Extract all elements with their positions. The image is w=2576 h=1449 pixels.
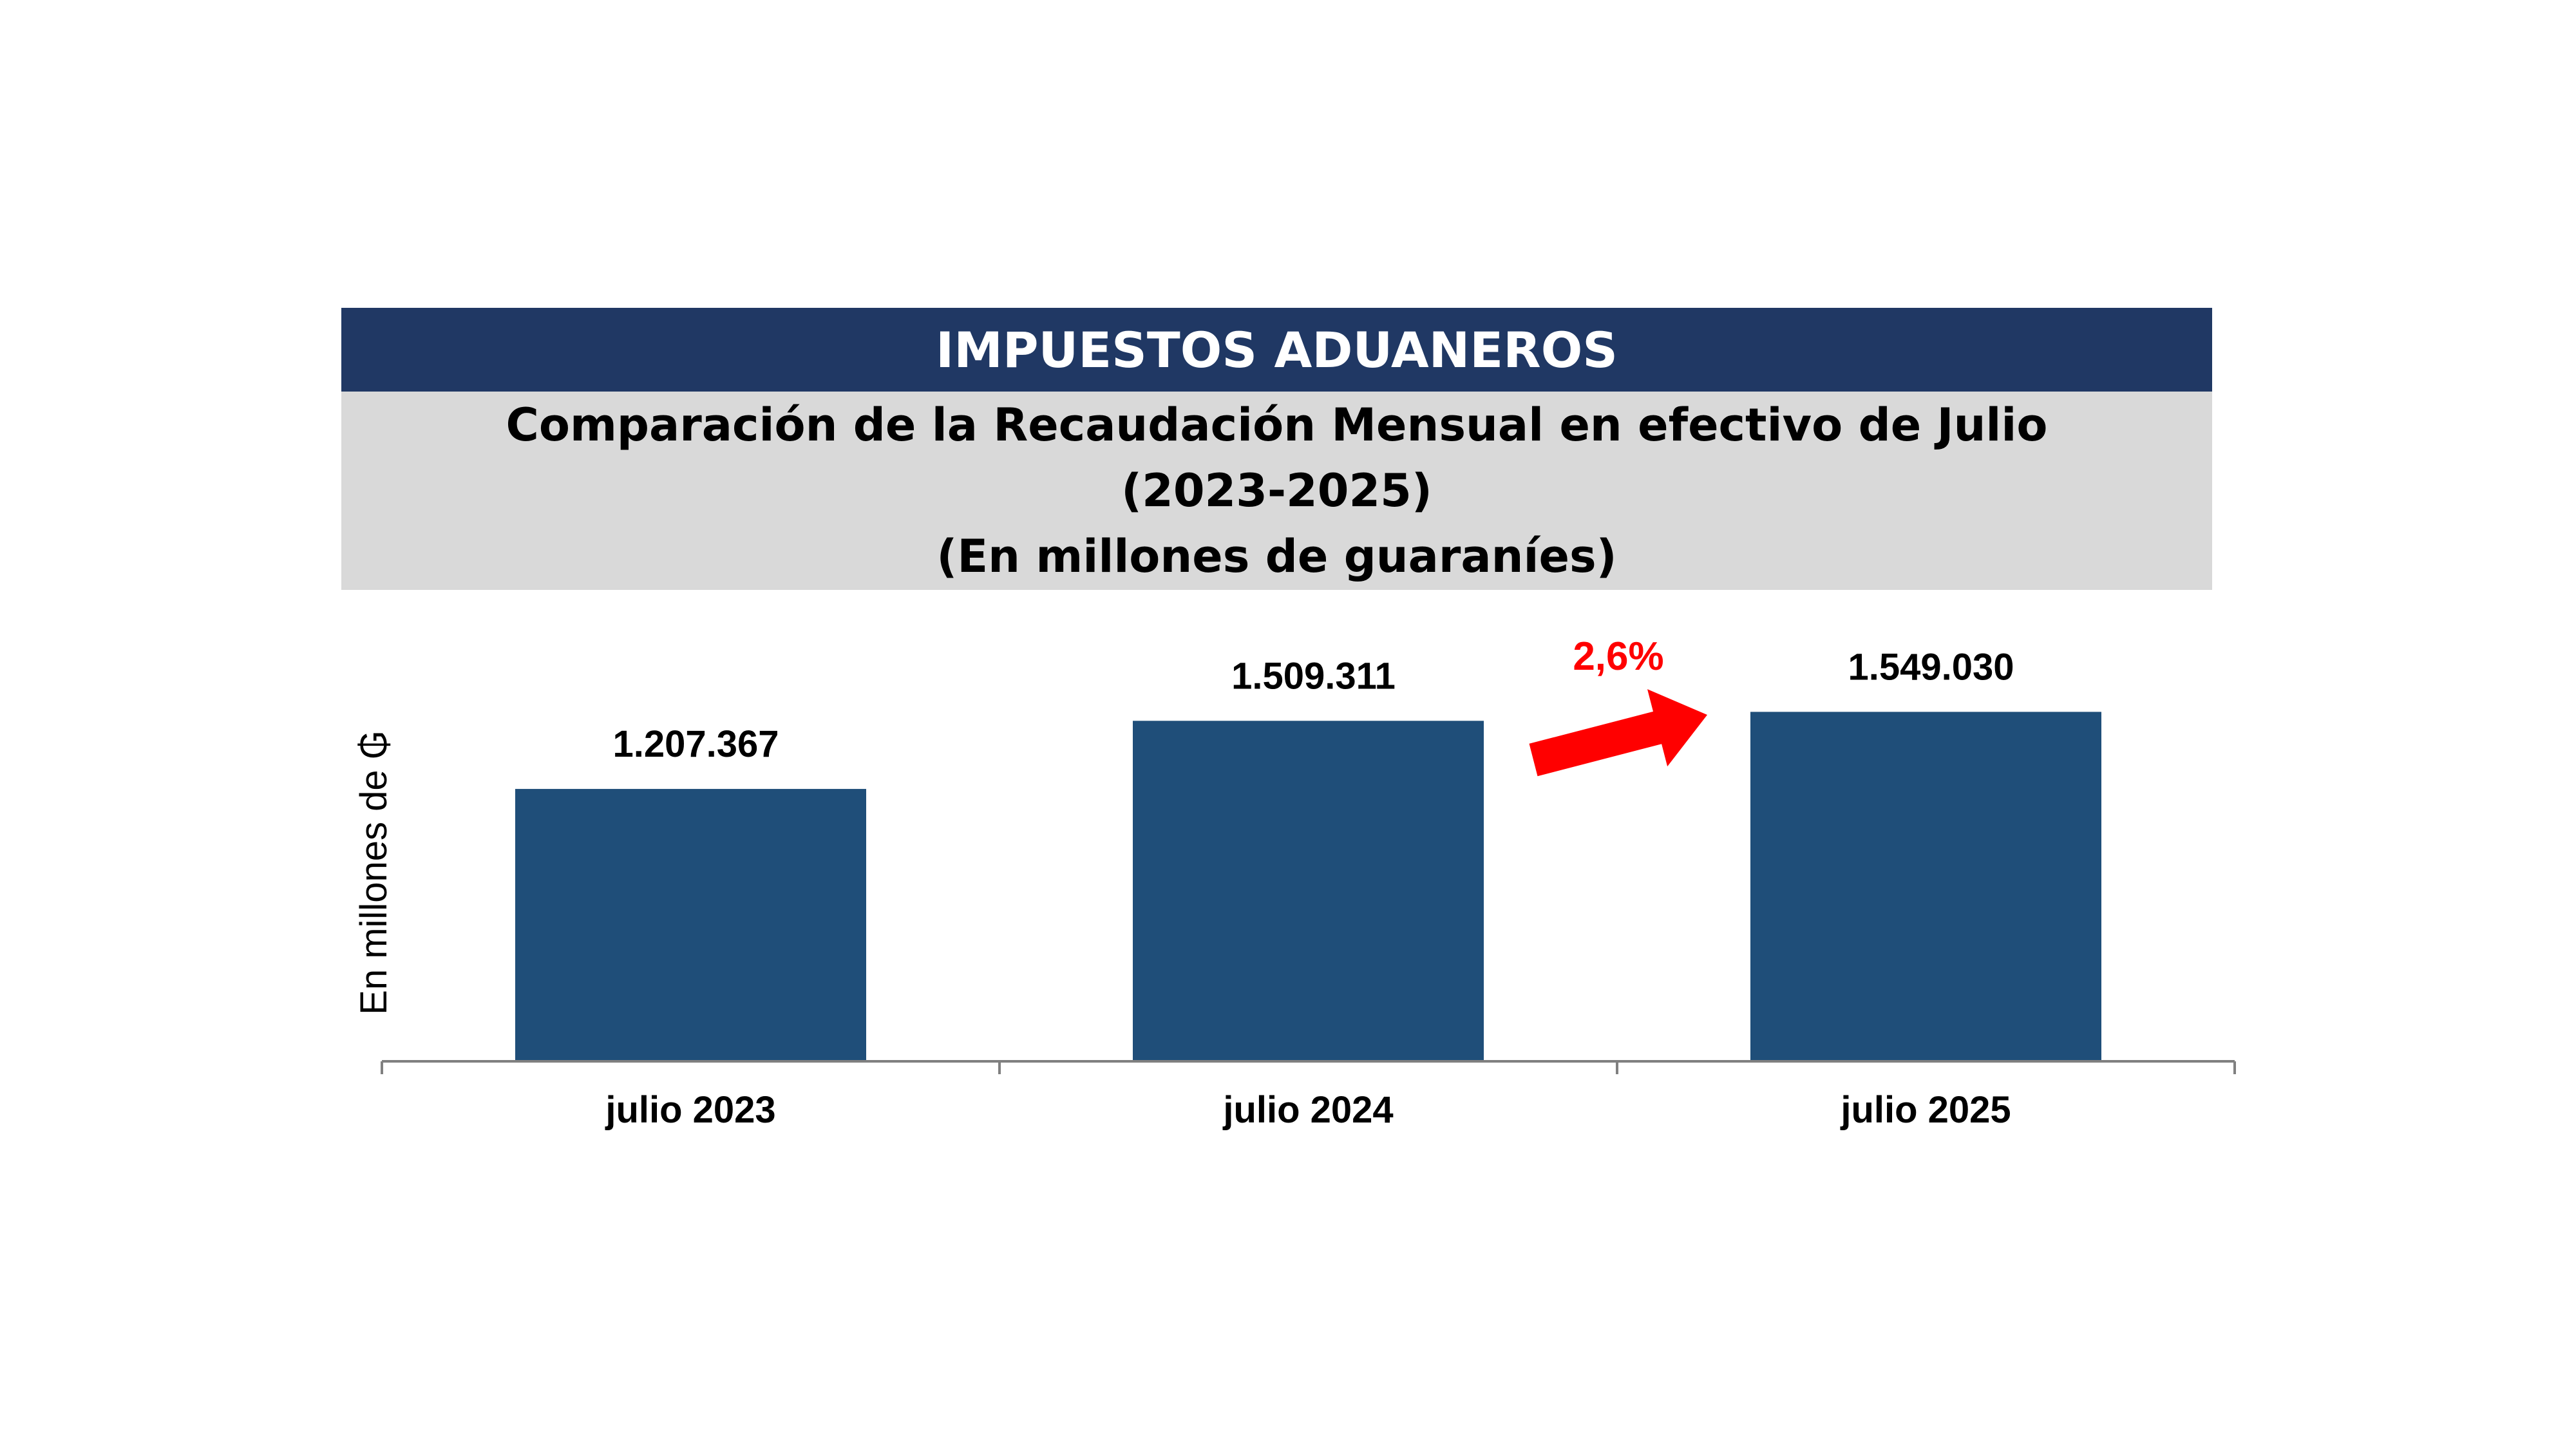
growth-annotation: 2,6% — [1573, 634, 1663, 679]
x-tick-label-2: julio 2024 — [1222, 1089, 1393, 1131]
x-tick-label-1: julio 2023 — [605, 1089, 775, 1131]
bar-2 — [1133, 721, 1484, 1061]
bar-1 — [515, 789, 866, 1061]
subtitle-line-1: Comparación de la Recaudación Mensual en… — [506, 399, 2048, 451]
plot-area: 1.207.367 julio 2023 1.509.311 julio 2024 1.… — [353, 634, 2236, 1131]
bar-3 — [1750, 712, 2101, 1061]
chart-header: IMPUESTOS ADUANEROS — [341, 308, 2212, 392]
chart-subtitle-panel: Comparación de la Recaudación Mensual en… — [341, 392, 2212, 590]
subtitle-line-3: (En millones de guaraníes) — [936, 530, 1617, 583]
data-label-3: 1.549.030 — [1848, 646, 2014, 688]
y-axis-label: En millones de ₲ — [353, 730, 395, 1015]
x-tick-label-3: julio 2025 — [1840, 1089, 2011, 1131]
data-label-2: 1.509.311 — [1231, 655, 1396, 697]
page-title: IMPUESTOS ADUANEROS — [935, 321, 1618, 379]
data-label-1: 1.207.367 — [612, 723, 779, 765]
subtitle-line-2: (2023-2025) — [1121, 464, 1432, 517]
arrow-up-right-icon — [1529, 689, 1707, 777]
